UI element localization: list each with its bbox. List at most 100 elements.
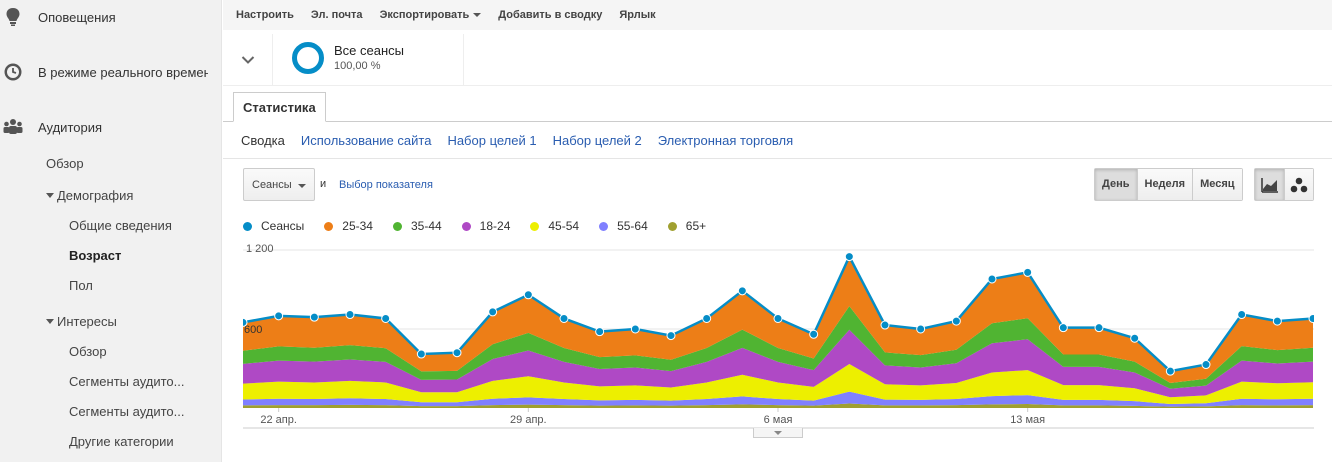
sidebar-item-demographics[interactable]: Демография xyxy=(46,188,133,203)
data-point xyxy=(488,307,498,317)
y-tick-label: 600 xyxy=(244,324,262,336)
legend-swatch xyxy=(461,221,471,231)
data-point xyxy=(243,317,248,327)
people-icon xyxy=(2,116,24,138)
legend-item[interactable]: 45-54 xyxy=(530,219,579,233)
sidebar-item-label: Демография xyxy=(57,188,134,203)
data-point xyxy=(666,331,676,341)
report-tabs: Статистика xyxy=(223,91,1332,122)
triangle-down-icon xyxy=(774,430,782,435)
x-tick-label: 6 мая xyxy=(764,414,793,426)
legend-swatch xyxy=(392,221,402,231)
sidebar-item-segments-1[interactable]: Сегменты аудито... xyxy=(69,374,185,389)
sidebar-item-label: Аудитория xyxy=(38,119,103,135)
report-toolbar: Настроить Эл. почта Экспортировать Добав… xyxy=(223,0,1332,30)
period-month-button[interactable]: Месяц xyxy=(1192,169,1242,200)
data-point xyxy=(1058,323,1068,333)
bulb-icon xyxy=(2,6,24,28)
data-point xyxy=(916,324,926,334)
motion-chart-button[interactable] xyxy=(1284,169,1313,200)
bubble-chart-icon xyxy=(1290,177,1308,192)
sidebar-item-label: Оповещения xyxy=(38,9,116,25)
subtab-site-usage[interactable]: Использование сайта xyxy=(300,132,432,148)
data-point xyxy=(1237,310,1247,320)
customize-button[interactable]: Настроить xyxy=(236,9,294,21)
export-label: Экспортировать xyxy=(379,9,470,21)
subtab-summary[interactable]: Сводка xyxy=(241,132,285,148)
data-point xyxy=(523,290,533,300)
line-chart-button[interactable] xyxy=(1255,169,1284,200)
data-point xyxy=(1272,316,1282,326)
and-label: и xyxy=(320,178,327,190)
sidebar-item-notifications[interactable]: Оповещения xyxy=(0,2,221,32)
segment-toggle[interactable] xyxy=(223,34,273,86)
sidebar-item-interests-overview[interactable]: Обзор xyxy=(69,344,107,359)
sidebar: Оповещения В режиме реального времени Ау… xyxy=(0,0,222,462)
area-band-55-64 xyxy=(243,391,1313,407)
legend-item[interactable]: 35-44 xyxy=(392,219,442,233)
data-point xyxy=(1130,333,1140,343)
metric-select-value: Сеансы xyxy=(252,178,292,191)
legend-item[interactable]: 18-24 xyxy=(461,219,511,233)
data-point xyxy=(274,311,284,321)
export-button[interactable]: Экспортировать xyxy=(380,9,482,21)
sidebar-item-interests[interactable]: Интересы xyxy=(46,314,117,329)
sidebar-item-age[interactable]: Возраст xyxy=(69,248,122,263)
legend-label: 55-64 xyxy=(617,219,648,233)
legend-swatch xyxy=(667,221,677,231)
caret-down-icon xyxy=(298,184,306,188)
legend-swatch xyxy=(599,221,609,231)
legend-swatch xyxy=(530,221,540,231)
triangle-down-icon xyxy=(46,319,54,325)
shortcut-button[interactable]: Ярлык xyxy=(619,9,656,21)
sidebar-item-other[interactable]: Другие категории xyxy=(69,434,174,449)
data-point xyxy=(737,286,747,296)
period-day-button[interactable]: День xyxy=(1095,169,1137,200)
data-point xyxy=(1094,323,1104,333)
legend-label: 45-54 xyxy=(548,219,580,233)
legend-item[interactable]: 25-34 xyxy=(324,219,373,233)
subtab-ecommerce[interactable]: Электронная торговля xyxy=(657,132,794,148)
segment-card[interactable]: Все сеансы 100,00 % xyxy=(274,34,464,86)
legend-item[interactable]: 55-64 xyxy=(599,219,648,233)
tab-statistics[interactable]: Статистика xyxy=(233,92,326,122)
add-dashboard-button[interactable]: Добавить в сводку xyxy=(498,9,603,21)
sidebar-item-realtime[interactable]: В режиме реального времени xyxy=(0,57,221,87)
sidebar-item-general[interactable]: Общие сведения xyxy=(69,218,172,233)
sidebar-item-gender[interactable]: Пол xyxy=(69,278,93,293)
subtab-goal-set-1[interactable]: Набор целей 1 xyxy=(447,132,537,148)
legend-label: 35-44 xyxy=(410,219,442,233)
legend-label: 25-34 xyxy=(342,219,373,233)
legend-item[interactable]: Сеансы xyxy=(243,219,304,233)
data-point xyxy=(1023,267,1033,277)
segment-ring-icon xyxy=(292,42,324,74)
line-chart-icon xyxy=(1260,177,1278,193)
segment-bar: Все сеансы 100,00 % xyxy=(223,34,1332,86)
choose-metric-link[interactable]: Выбор показателя xyxy=(339,179,433,191)
area-band-35-44 xyxy=(243,306,1313,389)
sidebar-item-segments-2[interactable]: Сегменты аудито... xyxy=(69,404,185,419)
subtab-goal-set-2[interactable]: Набор целей 2 xyxy=(552,132,642,148)
legend-swatch xyxy=(243,221,252,231)
data-point xyxy=(1308,313,1314,323)
segment-name: Все сеансы xyxy=(334,43,404,58)
chevron-down-icon xyxy=(241,56,254,64)
data-point xyxy=(381,313,391,323)
period-week-button[interactable]: Неделя xyxy=(1136,169,1193,200)
data-point xyxy=(416,349,426,359)
chart-collapse-handle[interactable] xyxy=(753,428,803,438)
legend-item[interactable]: 65+ xyxy=(667,219,706,233)
sidebar-item-label: Интересы xyxy=(57,314,117,329)
metric-select[interactable]: Сеансы xyxy=(243,168,315,201)
data-point xyxy=(559,313,569,323)
legend-label: Сеансы xyxy=(261,219,305,233)
chart-legend: Сеансы 25-34 35-44 18-24 45-54 55-64 65+ xyxy=(243,217,726,235)
sidebar-item-overview[interactable]: Обзор xyxy=(46,156,84,171)
email-button[interactable]: Эл. почта xyxy=(310,9,363,21)
legend-label: 18-24 xyxy=(479,219,511,233)
data-point xyxy=(595,327,605,337)
data-point xyxy=(844,252,854,262)
triangle-down-icon xyxy=(46,193,54,199)
sidebar-item-audience[interactable]: Аудитория xyxy=(0,112,221,142)
data-point xyxy=(630,324,640,334)
